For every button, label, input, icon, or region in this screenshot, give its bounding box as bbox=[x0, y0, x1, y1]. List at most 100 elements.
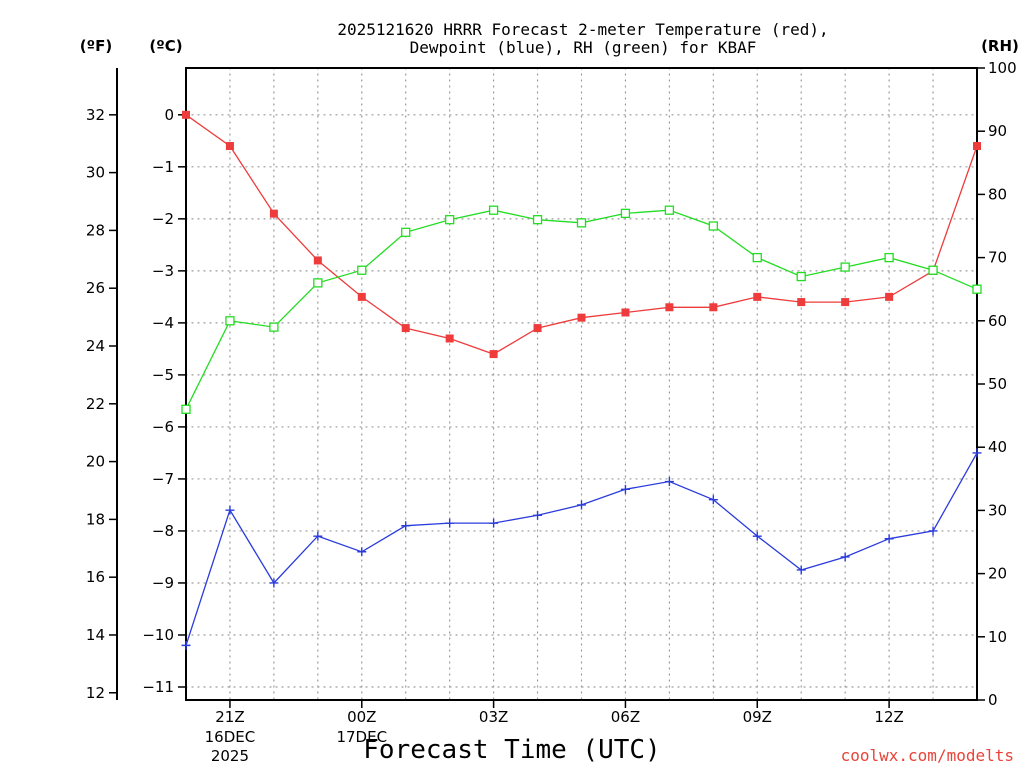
temperature-point bbox=[753, 292, 762, 301]
rh-point bbox=[269, 322, 279, 332]
celsius-tick-label: −10 bbox=[142, 626, 174, 644]
temperature-point bbox=[841, 298, 850, 307]
data-series bbox=[181, 110, 982, 650]
temperature-point bbox=[225, 142, 234, 151]
celsius-tick-label: −11 bbox=[142, 678, 174, 696]
dewpoint-point bbox=[752, 531, 762, 541]
rh-point bbox=[752, 252, 762, 263]
rh-tick-label: 70 bbox=[988, 249, 1007, 267]
rh-point bbox=[664, 205, 675, 215]
temperature-point bbox=[401, 324, 410, 333]
celsius-tick-label: −3 bbox=[152, 262, 174, 280]
fahrenheit-tick-label: 24 bbox=[86, 337, 105, 355]
plot-frame bbox=[185, 67, 978, 701]
dewpoint-point bbox=[445, 518, 455, 528]
dewpoint-point bbox=[928, 526, 938, 536]
celsius-tick-label: −6 bbox=[152, 418, 174, 436]
rh-point bbox=[313, 278, 323, 288]
fahrenheit-tick-label: 22 bbox=[86, 395, 105, 413]
dewpoint-point bbox=[972, 448, 982, 458]
rh-tick-label: 10 bbox=[988, 628, 1007, 646]
rh-point bbox=[225, 316, 235, 326]
x-tick-date: 17DEC bbox=[336, 728, 387, 746]
dewpoint-point bbox=[269, 578, 279, 588]
x-axis-title: Forecast Time (UTC) bbox=[363, 735, 660, 765]
celsius-unit-label: (ºC) bbox=[149, 37, 182, 55]
celsius-tick-label: −2 bbox=[152, 210, 174, 228]
dewpoint-point bbox=[225, 505, 235, 515]
rh-tick-label: 100 bbox=[988, 59, 1017, 77]
rh-point bbox=[181, 404, 191, 414]
x-tick-date: 16DEC bbox=[205, 728, 256, 746]
rh-point bbox=[445, 215, 455, 225]
temperature-point bbox=[709, 303, 718, 312]
x-tick-year: 2025 bbox=[211, 747, 249, 765]
temperature-point bbox=[797, 298, 806, 307]
rh-unit-label: (RH) bbox=[981, 37, 1019, 55]
dewpoint-point bbox=[357, 547, 367, 557]
chart-title-line-2: Dewpoint (blue), RH (green) for KBAF bbox=[410, 38, 757, 57]
dewpoint-point bbox=[664, 477, 674, 487]
dewpoint-point bbox=[840, 552, 850, 562]
celsius-tick-label: −1 bbox=[152, 158, 174, 176]
rh-point bbox=[796, 271, 806, 282]
x-tick-label: 03Z bbox=[479, 708, 508, 726]
dewpoint-point bbox=[313, 531, 323, 541]
x-tick-label: 00Z bbox=[347, 708, 376, 726]
fahrenheit-tick-label: 32 bbox=[86, 106, 105, 124]
dewpoint-point bbox=[884, 534, 894, 544]
axis-ticks: 0 −1 −2 −3 −4 −5 −6 −7 −8 −9 −10 −11 32 30 28 26 24 22 20 1… bbox=[86, 59, 1017, 765]
temperature-point bbox=[973, 142, 981, 151]
rh-tick-label: 30 bbox=[988, 501, 1007, 519]
rh-point bbox=[972, 284, 982, 294]
dewpoint-point bbox=[620, 484, 630, 494]
rh-point bbox=[488, 205, 499, 215]
temperature-point bbox=[577, 313, 586, 322]
x-tick-label: 06Z bbox=[611, 708, 640, 726]
dewpoint-point bbox=[577, 500, 586, 510]
temperature-point bbox=[445, 334, 454, 343]
dewpoint-point bbox=[533, 510, 543, 520]
rh-point bbox=[532, 215, 543, 225]
dewpoint-point bbox=[401, 521, 411, 531]
rh-point bbox=[708, 221, 718, 231]
celsius-tick-label: −7 bbox=[152, 470, 174, 488]
rh-tick-label: 60 bbox=[988, 312, 1007, 330]
rh-point bbox=[401, 227, 411, 237]
celsius-tick-label: −9 bbox=[152, 574, 174, 592]
source-credit: coolwx.com/modelts bbox=[841, 746, 1014, 765]
celsius-tick-label: −8 bbox=[152, 522, 174, 540]
fahrenheit-tick-label: 20 bbox=[86, 453, 105, 471]
rh-point bbox=[884, 252, 894, 263]
chart-title-line-1: 2025121620 HRRR Forecast 2-meter Tempera… bbox=[337, 20, 828, 39]
temperature-point bbox=[489, 350, 498, 359]
fahrenheit-tick-label: 26 bbox=[86, 279, 105, 297]
fahrenheit-tick-label: 16 bbox=[86, 568, 105, 586]
rh-tick-label: 20 bbox=[988, 565, 1007, 583]
fahrenheit-tick-label: 18 bbox=[86, 510, 105, 528]
rh-point bbox=[576, 218, 587, 228]
rh-tick-label: 40 bbox=[988, 438, 1007, 456]
x-tick-label: 12Z bbox=[874, 708, 903, 726]
x-tick-label: 21Z bbox=[215, 708, 244, 726]
temperature-point bbox=[313, 256, 322, 265]
rh-point bbox=[357, 265, 367, 275]
temperature-point bbox=[182, 110, 190, 119]
dewpoint-point bbox=[708, 495, 718, 505]
temperature-point bbox=[269, 209, 278, 218]
temperature-point bbox=[357, 292, 366, 301]
fahrenheit-tick-label: 28 bbox=[86, 221, 105, 239]
rh-point bbox=[840, 262, 850, 272]
rh-point bbox=[620, 208, 631, 219]
celsius-tick-label: 0 bbox=[164, 106, 174, 124]
fahrenheit-unit-label: (ºF) bbox=[80, 37, 112, 55]
dewpoint-point bbox=[181, 640, 191, 650]
dewpoint-point bbox=[489, 518, 499, 528]
temperature-point bbox=[533, 324, 542, 333]
celsius-tick-label: −4 bbox=[152, 314, 174, 332]
grid-lines bbox=[185, 67, 978, 701]
rh-point bbox=[928, 265, 938, 275]
fahrenheit-tick-label: 30 bbox=[86, 164, 105, 182]
dewpoint-point bbox=[796, 565, 806, 575]
